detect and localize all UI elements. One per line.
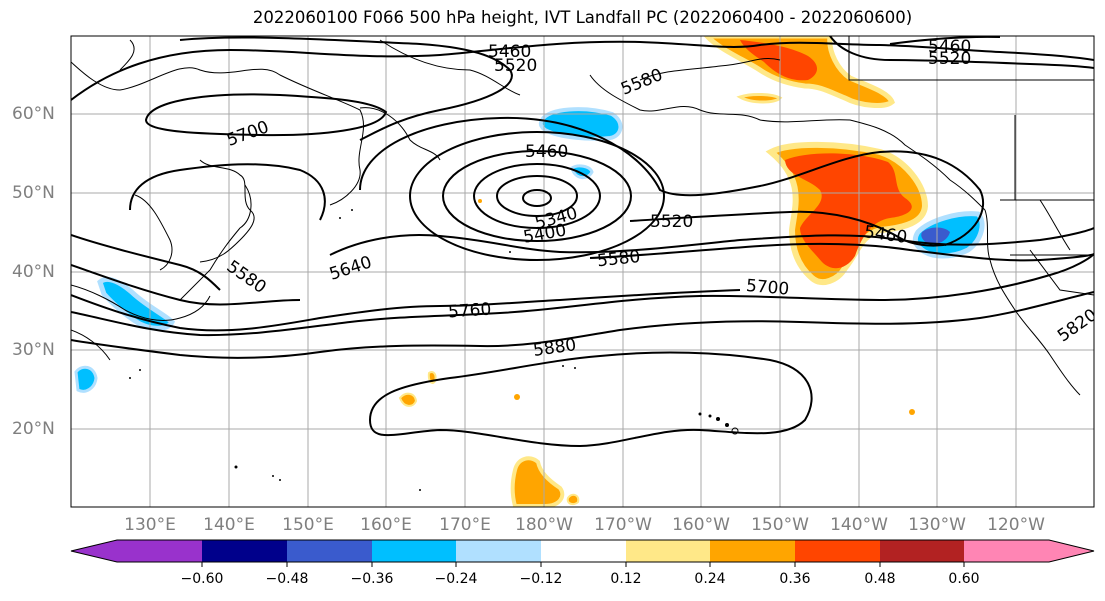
contour-label: 5700 bbox=[745, 276, 790, 300]
longitude-label: 120°W bbox=[987, 515, 1045, 535]
contour-label: 5400 bbox=[522, 220, 568, 247]
contour-label: 5640 bbox=[327, 252, 374, 284]
contour-label: 5580 bbox=[618, 65, 666, 100]
colorbar bbox=[70, 539, 1095, 567]
negative-anomaly-core bbox=[921, 227, 950, 245]
colorbar-tick-label: −0.36 bbox=[350, 571, 394, 587]
longitude-label: 130°W bbox=[908, 515, 966, 535]
contour-label: 5520 bbox=[494, 56, 537, 76]
map-title: 2022060100 F066 500 hPa height, IVT Land… bbox=[252, 8, 913, 27]
longitude-label: 130°E bbox=[124, 515, 176, 535]
positive-anomaly-region bbox=[398, 392, 418, 407]
map-plot-area: 5460 5520 5580 5700 5460 5460 5340 5400 … bbox=[71, 36, 1094, 507]
colorbar-bin bbox=[202, 540, 287, 562]
contour-label: 5460 bbox=[928, 37, 971, 57]
positive-anomaly-core bbox=[785, 153, 912, 269]
contour-label: 5520 bbox=[928, 49, 971, 69]
height-contours bbox=[71, 36, 1094, 448]
colorbar-tick-label: 0.48 bbox=[864, 571, 896, 587]
colorbar-bin bbox=[964, 540, 1049, 562]
colorbar-extend-high bbox=[1049, 540, 1094, 562]
longitude-label: 170°E bbox=[439, 515, 491, 535]
longitude-label: 140°E bbox=[203, 515, 255, 535]
colorbar-bin bbox=[880, 540, 964, 562]
longitude-label: 180°W bbox=[515, 515, 573, 535]
colorbar-bin bbox=[287, 540, 372, 562]
positive-anomaly-region bbox=[514, 394, 520, 400]
colorbar-extend-low bbox=[71, 540, 117, 562]
colorbar-outline bbox=[70, 539, 1095, 563]
positive-anomaly-region bbox=[510, 456, 565, 507]
positive-anomaly-region bbox=[909, 409, 915, 415]
colorbar-bin bbox=[456, 540, 541, 562]
colorbar-bin bbox=[710, 540, 795, 562]
longitude-label: 170°W bbox=[594, 515, 652, 535]
colorbar-tick-label: −0.12 bbox=[519, 571, 563, 587]
colorbar-tick-label: −0.60 bbox=[180, 571, 224, 587]
colorbar-tick-label: 0.12 bbox=[610, 571, 642, 587]
latitude-label: 40°N bbox=[12, 262, 55, 282]
colorbar-tick-label: −0.24 bbox=[434, 571, 478, 587]
island-dots bbox=[129, 209, 739, 491]
latitude-label: 60°N bbox=[12, 104, 55, 124]
negative-anomaly-region bbox=[570, 164, 594, 179]
contour-label: 5760 bbox=[447, 300, 492, 323]
contour-label: 5460 bbox=[525, 142, 568, 162]
colorbar-tick-label: 0.24 bbox=[694, 571, 726, 587]
colorbar-ticks bbox=[201, 562, 965, 567]
contour-label: 5460 bbox=[488, 42, 531, 62]
positive-anomaly-region bbox=[478, 199, 482, 203]
coastlines bbox=[71, 36, 1094, 396]
colorbar-bin bbox=[117, 540, 202, 562]
positive-anomaly-region bbox=[566, 493, 580, 506]
longitude-label: 150°E bbox=[282, 515, 334, 535]
colorbar-bin bbox=[795, 540, 880, 562]
colorbar-bin bbox=[541, 540, 626, 562]
colorbar-tick-label: 0.60 bbox=[948, 571, 980, 587]
contour-label: 5580 bbox=[223, 257, 270, 298]
contour-label: 5700 bbox=[224, 117, 271, 151]
contour-label: 5580 bbox=[596, 247, 641, 271]
graticule bbox=[71, 36, 1094, 507]
contour-label: 5520 bbox=[650, 212, 693, 232]
colorbar-bin bbox=[626, 540, 710, 562]
contour-label: 5880 bbox=[532, 335, 578, 361]
longitude-label: 140°W bbox=[830, 515, 888, 535]
longitude-label: 160°W bbox=[672, 515, 730, 535]
latitude-label: 20°N bbox=[12, 419, 55, 439]
colorbar-tick-label: −0.48 bbox=[265, 571, 309, 587]
negative-anomaly-region bbox=[538, 107, 623, 141]
longitude-label: 150°W bbox=[751, 515, 809, 535]
negative-anomaly-region bbox=[74, 365, 98, 393]
latitude-label: 50°N bbox=[12, 183, 55, 203]
colorbar-bin bbox=[372, 540, 456, 562]
longitude-label: 160°E bbox=[360, 515, 412, 535]
map-frame bbox=[70, 35, 1095, 508]
positive-anomaly-region bbox=[736, 93, 783, 104]
colorbar-tick-label: 0.36 bbox=[779, 571, 811, 587]
ivt-shading bbox=[74, 36, 985, 507]
latitude-label: 30°N bbox=[12, 340, 55, 360]
